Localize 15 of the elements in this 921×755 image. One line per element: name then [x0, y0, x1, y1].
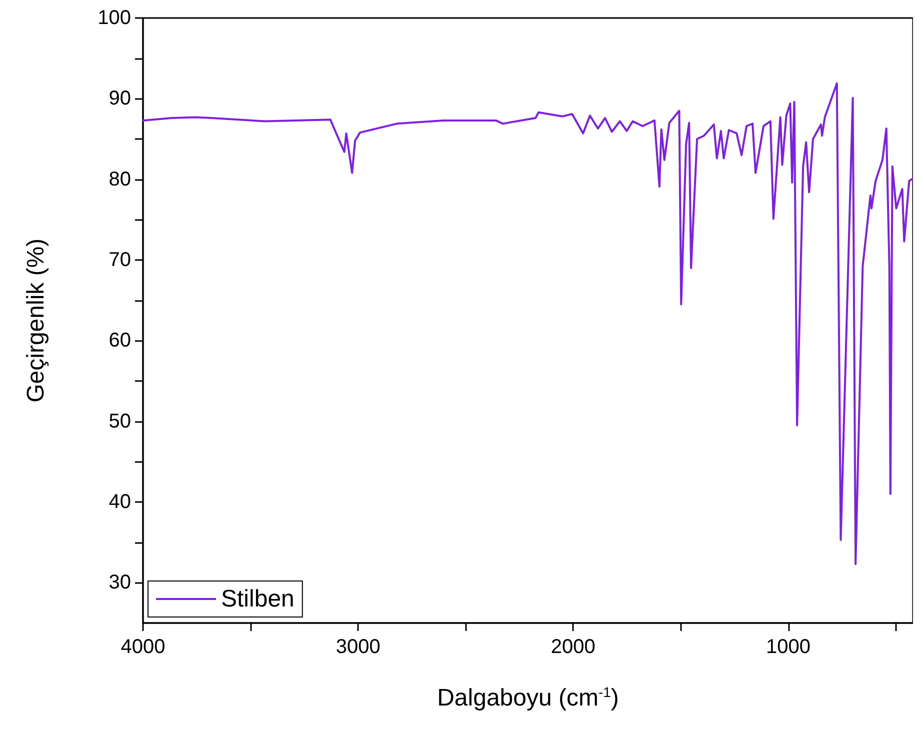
x-tick-label: 3000 [336, 636, 380, 658]
legend-label: Stilben [221, 586, 294, 612]
x-tick-label: 1000 [766, 636, 810, 658]
y-axis-title: Geçirgenlik (%) [22, 238, 50, 403]
y-tick-label: 30 [108, 572, 131, 594]
y-tick-label: 80 [108, 168, 131, 190]
y-tick-label: 50 [108, 410, 131, 432]
y-tick-label: 70 [108, 249, 131, 271]
line-series [142, 82, 913, 566]
y-tick-label: 100 [98, 7, 131, 29]
y-tick-label: 90 [108, 88, 131, 110]
x-tick-label: 2000 [550, 636, 596, 658]
x-tick-label: 4000 [120, 636, 166, 658]
y-tick-label: 60 [108, 330, 131, 352]
y-tick-label: 40 [108, 491, 131, 513]
